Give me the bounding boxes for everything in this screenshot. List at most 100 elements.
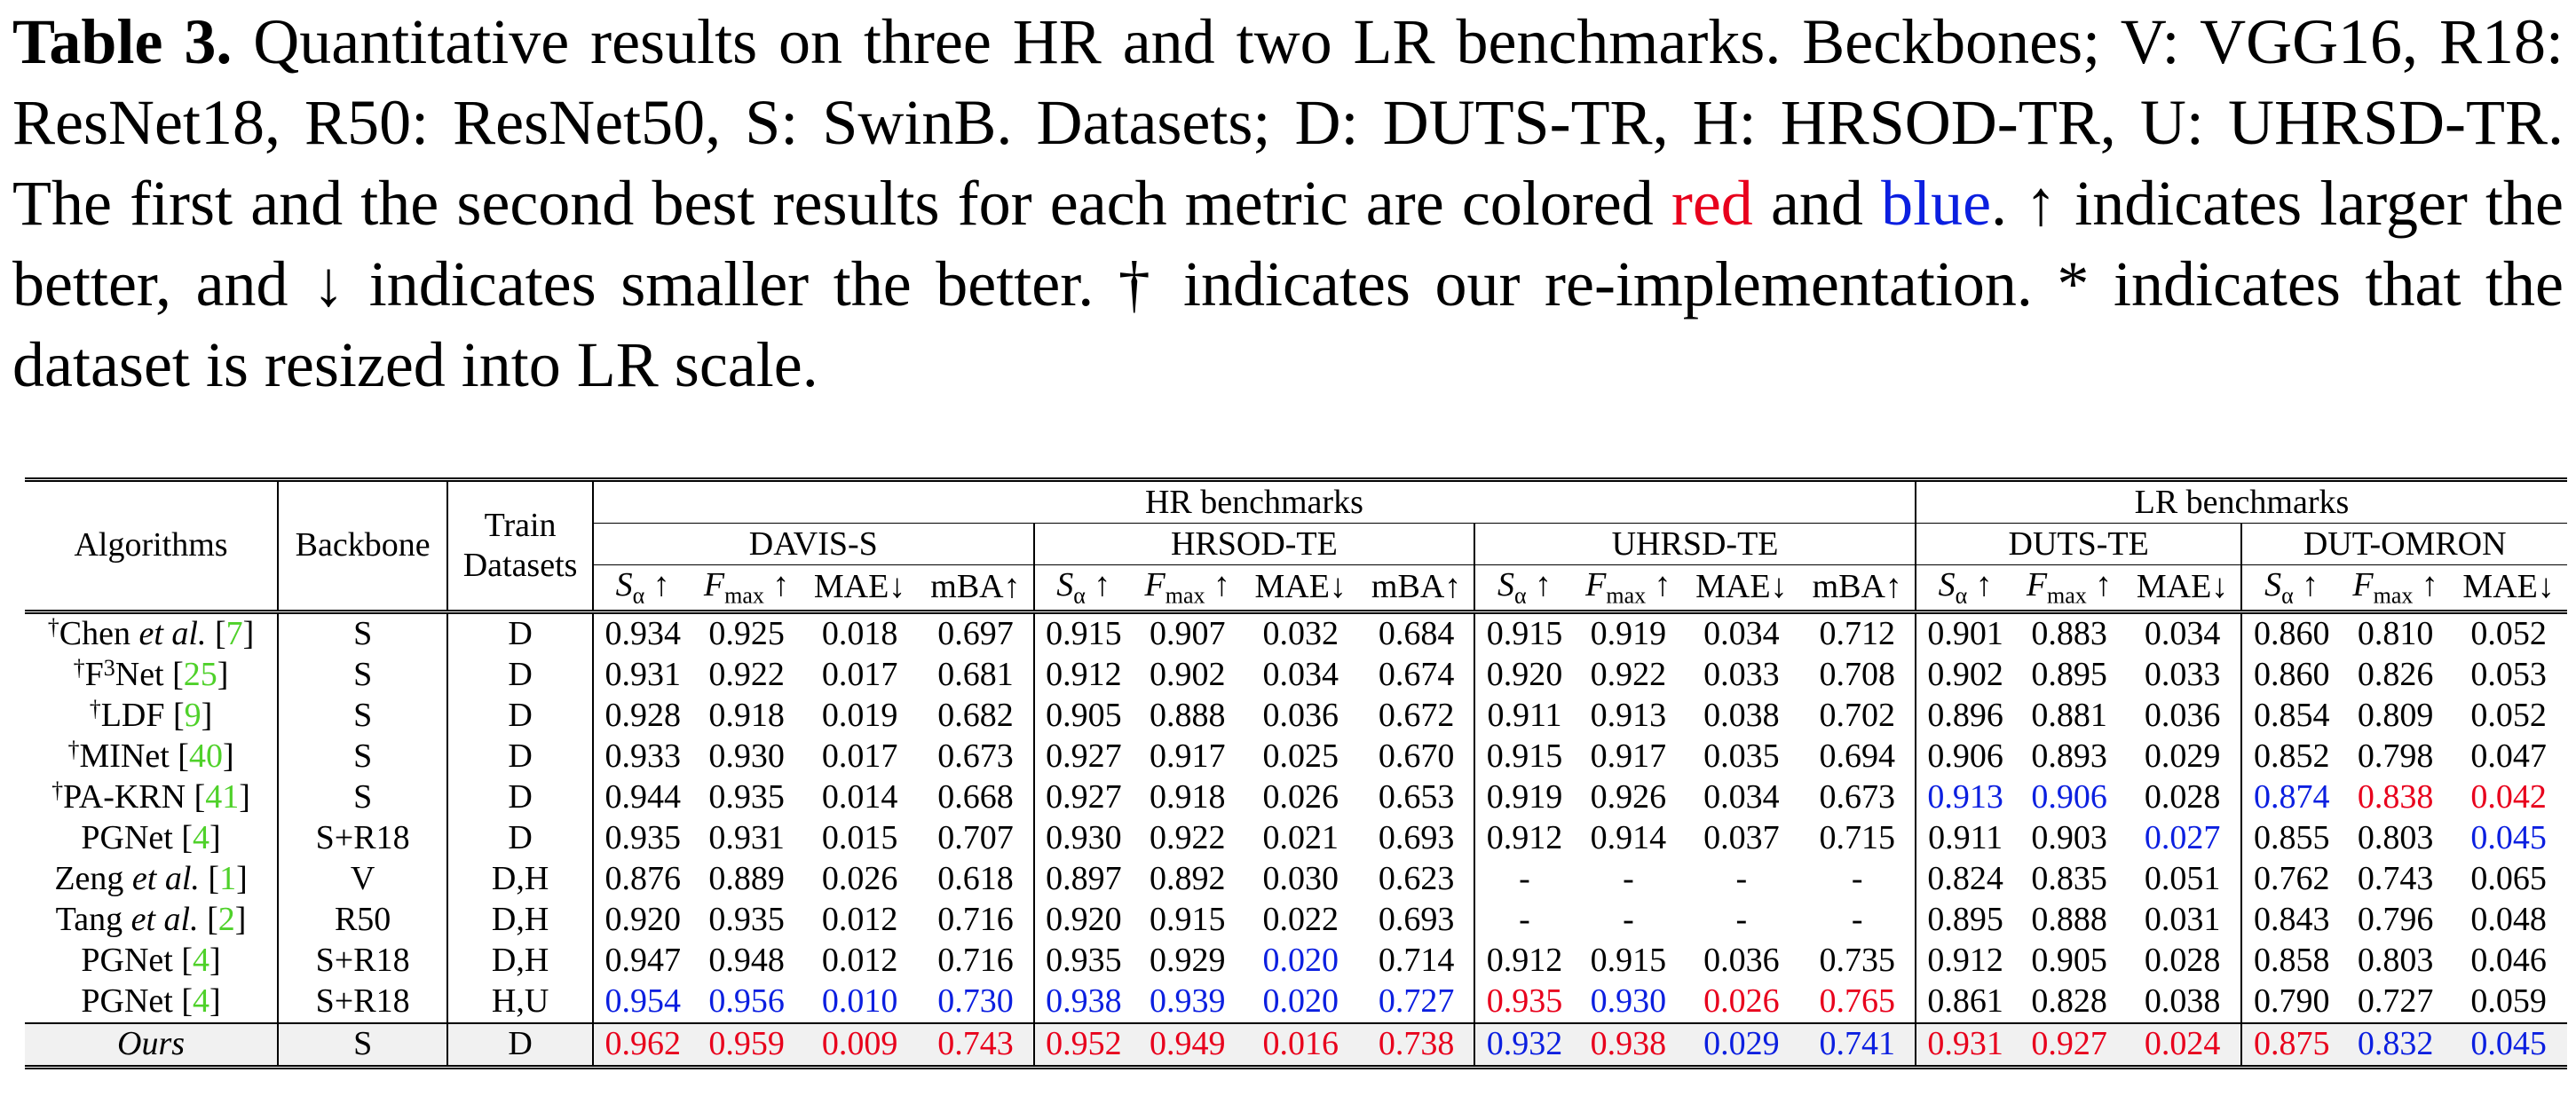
- algorithm-cell: PGNet [4]: [25, 981, 280, 1023]
- metric-value-cell: -: [1519, 860, 1530, 898]
- metric-value-cell: 0.931: [604, 656, 681, 694]
- up-arrow: ↑: [763, 566, 790, 603]
- dagger-mark: †: [89, 696, 101, 722]
- metric-value-cell: 0.927: [1046, 737, 1122, 776]
- metric-value-cell: 0.883: [2031, 615, 2107, 653]
- metric-value-cell: 0.694: [1799, 736, 1916, 777]
- header-dataset: DUT-OMRON: [2241, 523, 2567, 565]
- backbone-cell: S: [278, 736, 449, 777]
- bracket: [: [208, 860, 220, 898]
- metric-value-cell: 0.905: [2031, 942, 2107, 980]
- metric-value-cell: 0.913: [1590, 697, 1667, 735]
- backbone-cell: S+R18: [278, 817, 449, 859]
- metric-value-cell: 0.952: [1033, 1021, 1134, 1068]
- algorithm-cell: Ours: [25, 1021, 280, 1068]
- metric-value-cell: 0.743: [2357, 860, 2434, 898]
- metric-value-cell: 0.843: [2253, 901, 2330, 939]
- train-datasets-cell: D,H: [447, 858, 594, 900]
- metric-value-cell: 0.017: [821, 737, 898, 776]
- metric-header-f: Fmax ↑: [1133, 564, 1243, 614]
- metric-value-cell: -: [1799, 858, 1916, 900]
- table-row: Tang et al. [2] R50 D,H 0.920 0.935 0.012 0.71…: [25, 899, 2567, 941]
- metric-label: MAE↓: [813, 568, 906, 606]
- header-train-datasets: Train Datasets: [447, 479, 594, 614]
- metric-value-cell: 0.925: [708, 615, 785, 653]
- bracket: ]: [242, 615, 255, 653]
- bracket: [: [181, 942, 193, 980]
- metric-value-cell: 0.926: [1590, 778, 1667, 816]
- citation-number: 4: [193, 819, 209, 857]
- metric-value-cell: 0.765: [1799, 981, 1916, 1023]
- metric-value-cell: 0.906: [2031, 778, 2107, 816]
- metric-subscript: max: [1606, 582, 1647, 609]
- metric-value-cell: 0.716: [918, 940, 1035, 982]
- metric-value-cell: 0.715: [1799, 817, 1916, 859]
- header-hr-group: HR benchmarks: [592, 479, 1916, 524]
- table-row: †MINet [40] S D 0.933 0.930 0.017 0.673 0.927 0.…: [25, 736, 2567, 777]
- metric-value-cell: 0.030: [1262, 860, 1339, 898]
- bracket: [: [172, 656, 184, 694]
- metric-value-cell: 0.803: [2357, 942, 2434, 980]
- metric-value-cell: 0.038: [2123, 981, 2243, 1023]
- metric-value-cell: 0.065: [2470, 860, 2547, 898]
- metric-header-row: Sα ↑ Fmax ↑ MAE↓ mBA↑ Sα ↑ Fmax ↑ MAE↓ mBA↑ Sα ↑…: [25, 564, 2567, 614]
- et-al: et al.: [130, 901, 199, 939]
- metric-subscript: α: [1073, 582, 1086, 609]
- metric-value-cell: 0.790: [2253, 982, 2330, 1021]
- metric-value-cell: 0.897: [1046, 860, 1122, 898]
- metric-subscript: α: [2281, 582, 2294, 609]
- up-arrow: ↑: [2293, 566, 2319, 603]
- metric-value-cell: 0.932: [1474, 1021, 1574, 1068]
- metric-value-cell: 0.860: [2253, 615, 2330, 653]
- algorithm-name: PGNet: [81, 982, 182, 1021]
- metric-value-cell: 0.889: [708, 860, 785, 898]
- bracket: ]: [209, 819, 221, 857]
- citation-number: 40: [188, 737, 223, 776]
- metric-value-cell: 0.014: [821, 778, 898, 816]
- metric-value-cell: 0.727: [2357, 982, 2434, 1021]
- metric-header-mba: mBA↑: [1358, 564, 1476, 614]
- metric-value-cell: 0.838: [2357, 778, 2434, 816]
- et-al: et al.: [138, 615, 207, 653]
- header-dataset: UHRSD-TE: [1474, 523, 1916, 565]
- up-arrow: ↑: [1085, 566, 1111, 603]
- table-body: †Chen et al. [7] S D 0.934 0.925 0.018 0.697 0.…: [25, 611, 2567, 1068]
- metric-value-cell: 0.915: [1046, 615, 1122, 653]
- metric-value-cell: 0.036: [2123, 695, 2243, 737]
- metric-value-cell: 0.939: [1150, 982, 1226, 1021]
- dagger-mark: †: [51, 777, 64, 804]
- metric-value-cell: 0.032: [1262, 615, 1339, 653]
- metric-value-cell: 0.024: [2123, 1021, 2243, 1068]
- metric-header-s: Sα ↑: [1033, 564, 1134, 614]
- metric-value-cell: 0.935: [708, 778, 785, 816]
- table-row: †PA-KRN [41] S D 0.944 0.935 0.014 0.668 0.927 0…: [25, 777, 2567, 818]
- caption-and: and: [1770, 168, 1863, 239]
- backbone-cell: V: [278, 858, 449, 900]
- metric-value-cell: 0.033: [1703, 656, 1780, 694]
- metric-header-mba: mBA↑: [1799, 564, 1916, 614]
- metric-value-cell: 0.922: [708, 656, 785, 694]
- train-datasets-cell: D,H: [447, 940, 594, 982]
- metric-header-mba: mBA↑: [918, 564, 1035, 614]
- metric-value-cell: 0.915: [1590, 942, 1667, 980]
- algorithm-cell: †F3Net [25]: [25, 654, 280, 696]
- header-dataset: HRSOD-TE: [1033, 523, 1476, 565]
- metric-symbol: F: [2026, 566, 2048, 603]
- metric-value-cell: 0.026: [821, 860, 898, 898]
- metric-value-cell: 0.034: [1703, 778, 1780, 816]
- metric-value-cell: 0.824: [1927, 860, 2003, 898]
- metric-value-cell: 0.826: [2357, 656, 2434, 694]
- metric-value-cell: 0.618: [918, 858, 1035, 900]
- algorithm-name: Zeng: [54, 860, 132, 898]
- metric-label: MAE↓: [1254, 568, 1347, 606]
- table-row: PGNet [4] S+R18 D 0.935 0.931 0.015 0.707 0.930…: [25, 817, 2567, 859]
- metric-value-cell: 0.697: [918, 611, 1035, 655]
- metric-value-cell: 0.912: [1046, 656, 1122, 694]
- metric-header-f: Fmax ↑: [1573, 564, 1684, 614]
- backbone-cell: S: [278, 777, 449, 818]
- algorithm-cell: Zeng et al. [1]: [25, 858, 280, 900]
- bracket: ]: [239, 778, 250, 816]
- metric-value-cell: 0.915: [1486, 737, 1563, 776]
- metric-value-cell: 0.034: [1262, 656, 1339, 694]
- metric-value-cell: 0.809: [2357, 697, 2434, 735]
